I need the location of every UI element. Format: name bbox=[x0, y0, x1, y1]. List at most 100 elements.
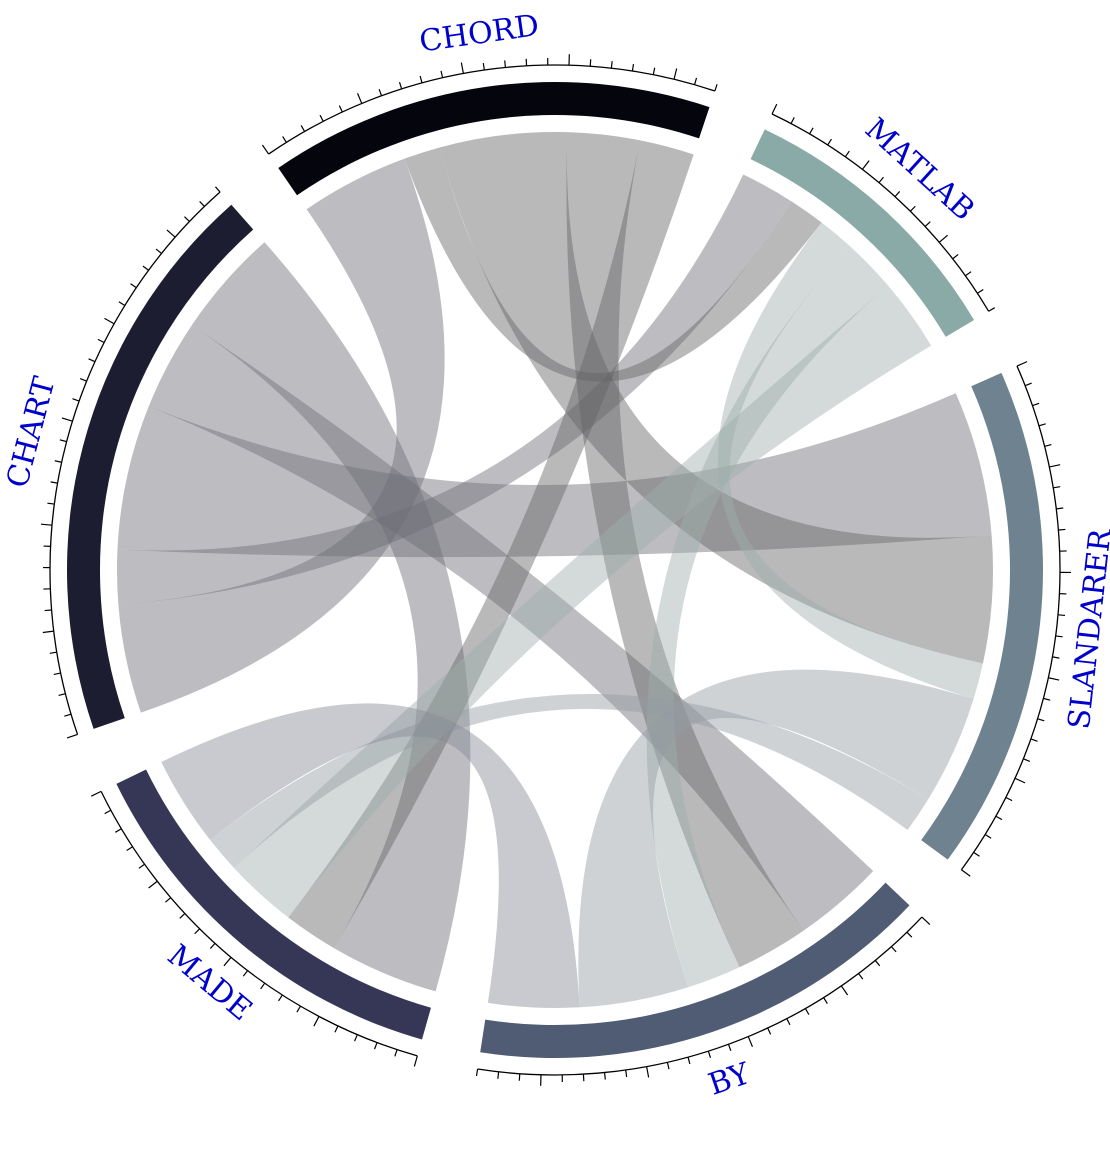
tick-mark bbox=[1032, 402, 1040, 407]
tick-mark bbox=[497, 1071, 500, 1079]
tick-mark bbox=[460, 62, 464, 74]
tick-mark bbox=[767, 1027, 772, 1035]
tick-mark bbox=[1014, 777, 1026, 784]
segment-arc-slandarer bbox=[921, 372, 1043, 860]
tick-mark bbox=[827, 138, 832, 146]
tick-mark bbox=[61, 417, 73, 422]
tick-mark bbox=[938, 234, 949, 243]
tick-mark bbox=[610, 61, 613, 69]
tick-mark bbox=[1038, 423, 1046, 427]
ribbon-chord-slandarer bbox=[439, 132, 993, 664]
tick-ring-made bbox=[100, 791, 418, 1057]
tick-mark bbox=[242, 970, 249, 977]
tick-mark bbox=[823, 997, 828, 1004]
tick-mark bbox=[809, 127, 814, 135]
tick-mark bbox=[90, 790, 102, 797]
chord-ribbons bbox=[116, 132, 993, 1008]
tick-mark bbox=[373, 1042, 378, 1050]
segment-arc-made bbox=[116, 769, 431, 1040]
segment-label-made: MADE bbox=[161, 938, 259, 1028]
segment-arc-matlab bbox=[750, 129, 975, 337]
tick-mark bbox=[165, 897, 172, 903]
tick-mark bbox=[155, 248, 162, 254]
ribbon-by-made bbox=[161, 703, 580, 1008]
tick-mark bbox=[890, 946, 897, 953]
tick-mark bbox=[973, 851, 980, 857]
tick-mark bbox=[118, 301, 126, 306]
tick-mark bbox=[394, 1049, 398, 1057]
tick-mark bbox=[666, 1062, 670, 1070]
tick-mark bbox=[184, 216, 190, 222]
tick-mark bbox=[965, 271, 972, 277]
tick-mark bbox=[148, 880, 158, 889]
tick-mark bbox=[1005, 796, 1013, 802]
tick-mark bbox=[413, 1055, 418, 1067]
tick-mark bbox=[771, 103, 778, 115]
tick-mark bbox=[747, 1036, 754, 1047]
tick-mark bbox=[924, 221, 931, 227]
tick-mark bbox=[804, 1008, 810, 1015]
tick-mark bbox=[1049, 464, 1061, 468]
tick-mark bbox=[130, 283, 137, 289]
tick-rings bbox=[40, 54, 1071, 1086]
tick-mark bbox=[1052, 656, 1060, 659]
tick-mark bbox=[53, 672, 61, 676]
ribbon-chart-chord bbox=[118, 158, 445, 713]
tick-mark bbox=[1030, 738, 1038, 742]
tick-mark bbox=[72, 398, 80, 402]
tick-mark bbox=[378, 88, 383, 96]
tick-mark bbox=[166, 229, 176, 238]
tick-mark bbox=[475, 1068, 479, 1077]
tick-mark bbox=[1055, 635, 1063, 638]
tick-mark bbox=[646, 1066, 650, 1078]
tick-mark bbox=[707, 1050, 712, 1058]
tick-mark bbox=[114, 828, 122, 833]
tick-mark bbox=[209, 943, 216, 949]
ribbon-chart-by bbox=[148, 325, 874, 931]
tick-mark bbox=[1016, 361, 1028, 367]
tick-mark bbox=[199, 200, 205, 207]
tick-mark bbox=[1056, 507, 1064, 510]
tick-mark bbox=[440, 70, 444, 78]
ribbon-chart-matlab bbox=[116, 174, 792, 605]
tick-mark bbox=[995, 815, 1003, 821]
segment-arc-by bbox=[480, 882, 910, 1058]
tick-mark bbox=[504, 60, 506, 68]
tick-mark bbox=[844, 150, 850, 158]
tick-mark bbox=[631, 63, 635, 72]
tick-mark bbox=[727, 1044, 732, 1052]
tick-mark bbox=[66, 733, 78, 739]
tick-mark bbox=[1043, 697, 1051, 701]
tick-mark bbox=[694, 77, 698, 85]
tick-mark bbox=[1023, 758, 1031, 762]
tick-mark bbox=[861, 160, 870, 170]
tick-mark bbox=[42, 630, 54, 634]
ribbon-matlab-made bbox=[233, 285, 932, 918]
tick-mark bbox=[319, 114, 324, 122]
tick-mark bbox=[398, 82, 403, 90]
tick-mark bbox=[88, 358, 96, 363]
tick-mark bbox=[984, 834, 992, 839]
tick-mark bbox=[419, 75, 423, 83]
tick-mark bbox=[1058, 528, 1066, 531]
ribbon-chart-slandarer bbox=[117, 393, 992, 558]
tick-mark bbox=[952, 253, 959, 260]
tick-mark bbox=[278, 994, 283, 1002]
tick-mark bbox=[1044, 443, 1052, 447]
tick-mark bbox=[261, 144, 270, 155]
tick-mark bbox=[104, 317, 115, 325]
tick-mark bbox=[64, 713, 72, 717]
tick-mark bbox=[356, 93, 363, 104]
tick-mark bbox=[673, 68, 678, 80]
ribbon-chord-by bbox=[566, 132, 804, 968]
tick-ring-by bbox=[477, 916, 923, 1076]
segment-label-slandarer: SLANDARER bbox=[1062, 526, 1110, 731]
tick-mark bbox=[79, 378, 87, 382]
tick-mark bbox=[1037, 718, 1045, 722]
tick-ring-chord bbox=[268, 64, 716, 155]
tick-mark bbox=[194, 928, 201, 935]
tick-mark bbox=[338, 105, 343, 113]
tick-ring-slandarer bbox=[960, 365, 1061, 871]
tick-mark bbox=[282, 136, 287, 143]
